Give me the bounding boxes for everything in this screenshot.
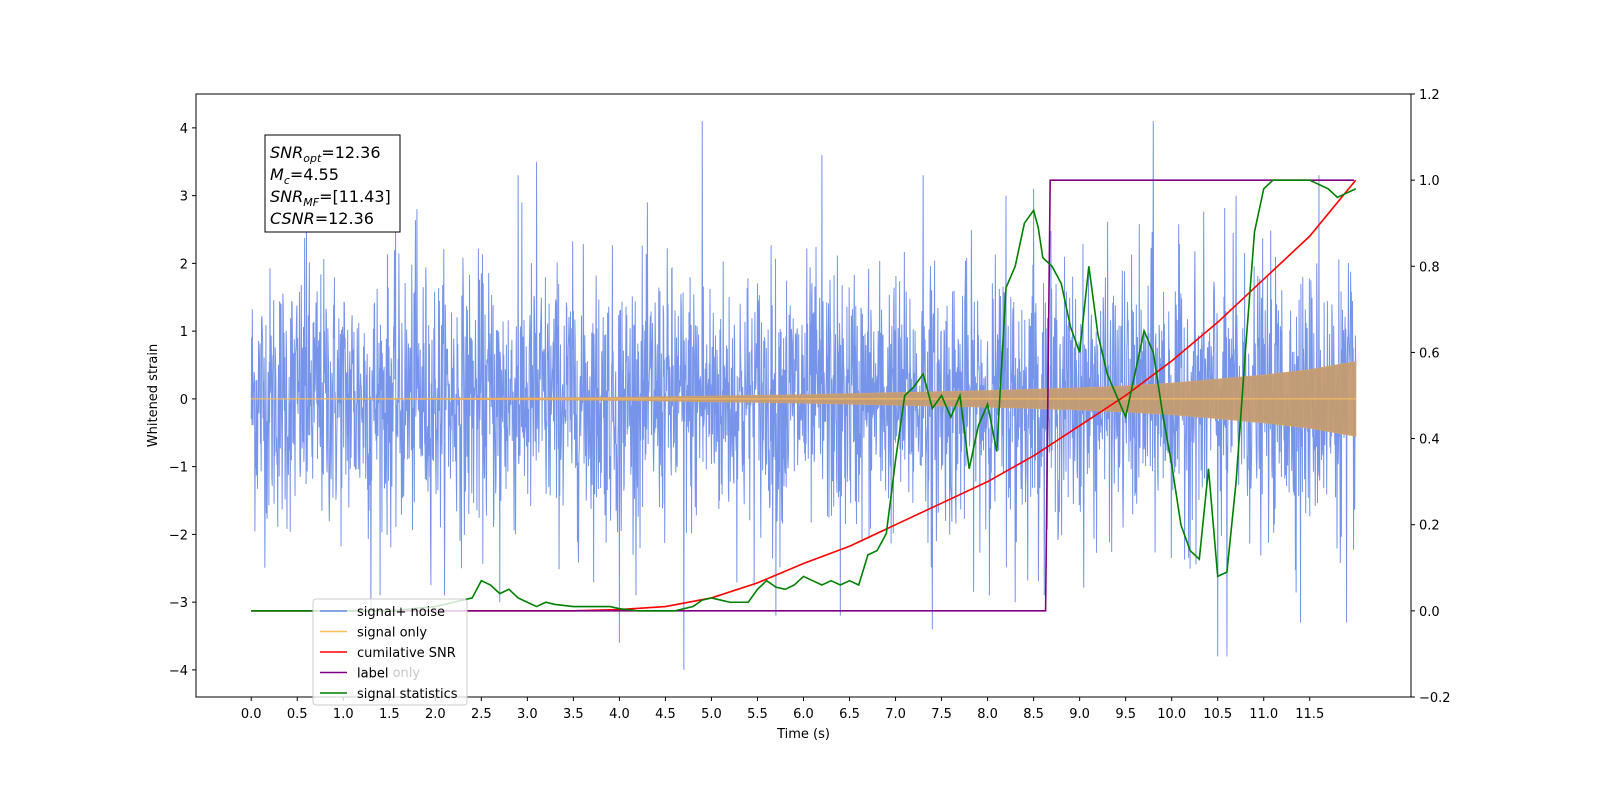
y2-tick-label: −0.2 [1419, 691, 1451, 706]
annotation-line: SNRopt=12.36 [270, 143, 381, 165]
y2-tick-label: 0.6 [1419, 346, 1440, 361]
ticks-layer: 0.0 0.5 1.0 1.5 2.0 2.5 3.0 3.5 4.0 4.5 5.0 5.5 6.0 6… [169, 88, 1451, 722]
x-tick-label: 2.0 [425, 707, 446, 722]
annotation-box: SNRopt=12.36Mc=4.55SNRMF=[11.43]CSNR=12.… [264, 134, 401, 233]
y2-tick-label: 0.4 [1419, 433, 1440, 448]
x-tick-label: 2.5 [471, 707, 492, 722]
x-tick-label: 10.0 [1157, 707, 1186, 722]
annotation-frame [264, 134, 401, 233]
x-tick-label: 11.5 [1295, 707, 1324, 722]
x-tick-label: 3.5 [563, 707, 584, 722]
x-tick-label: 1.5 [379, 707, 400, 722]
legend-label: cumilative SNR [357, 646, 456, 661]
x-tick-label: 6.5 [839, 707, 860, 722]
y-tick-label: −2 [169, 528, 188, 543]
y2-tick-label: 0.0 [1419, 605, 1440, 620]
legend-label: signal+ noise [357, 605, 445, 620]
y2-tick-label: 1.0 [1419, 174, 1440, 189]
x-tick-label: 5.5 [747, 707, 768, 722]
x-tick-label: 8.5 [1023, 707, 1044, 722]
y-tick-label: 1 [180, 325, 188, 340]
y-axis-label: Whitened strain [146, 344, 161, 447]
annotation-line: Mc=4.55 [270, 165, 339, 187]
y-tick-label: 0 [180, 393, 188, 408]
x-tick-label: 0.0 [241, 707, 262, 722]
annotation-line: CSNR=12.36 [270, 209, 374, 228]
x-tick-label: 5.0 [701, 707, 722, 722]
x-tick-label: 1.0 [333, 707, 354, 722]
y-tick-label: 2 [180, 257, 188, 272]
y2-tick-label: 1.2 [1419, 88, 1440, 103]
y2-tick-label: 0.2 [1419, 519, 1440, 534]
x-tick-label: 0.5 [287, 707, 308, 722]
x-tick-label: 9.0 [1069, 707, 1090, 722]
x-tick-label: 10.5 [1203, 707, 1232, 722]
x-tick-label: 9.5 [1115, 707, 1136, 722]
y-tick-label: −1 [169, 461, 188, 476]
y-tick-label: −3 [169, 596, 188, 611]
series-layer [250, 121, 1357, 670]
legend-frame [312, 598, 468, 706]
y-tick-label: −4 [169, 664, 188, 679]
legend-label: signal statistics [357, 687, 458, 702]
x-axis-label: Time (s) [776, 727, 830, 742]
annotation-line: SNRMF=[11.43] [270, 187, 391, 209]
legend: label only signal+ noise signal only cumila… [312, 598, 468, 706]
x-tick-label: 7.0 [885, 707, 906, 722]
x-tick-label: 11.0 [1249, 707, 1278, 722]
x-tick-label: 8.0 [977, 707, 998, 722]
y-tick-label: 4 [180, 122, 188, 137]
legend-label: label [357, 667, 388, 682]
x-tick-label: 4.0 [609, 707, 630, 722]
legend-hidden-text: label only [357, 666, 420, 681]
y2-tick-label: 0.8 [1419, 260, 1440, 275]
y-tick-label: 3 [180, 190, 188, 205]
legend-label: signal only [357, 626, 427, 641]
x-tick-label: 6.0 [793, 707, 814, 722]
series-cumulative-snr [251, 179, 1357, 612]
x-tick-label: 4.5 [655, 707, 676, 722]
x-tick-label: 3.0 [517, 707, 538, 722]
x-tick-label: 7.5 [931, 707, 952, 722]
series-signal-statistics [251, 179, 1357, 612]
